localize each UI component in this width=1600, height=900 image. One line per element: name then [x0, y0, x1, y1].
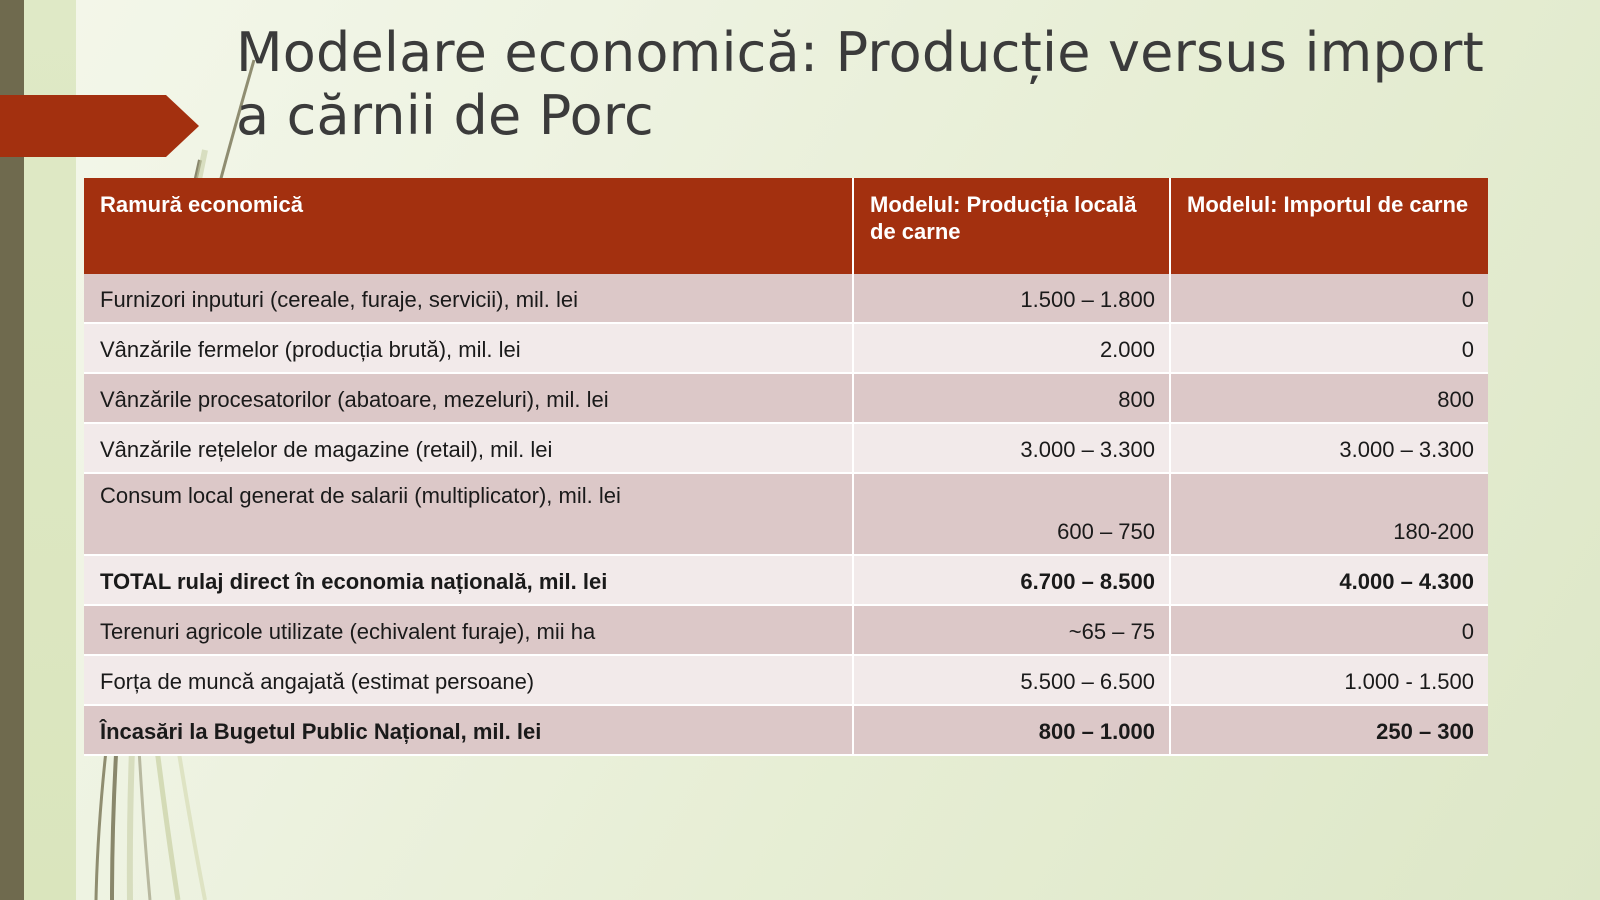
row-label: Vânzările procesatorilor (abatoare, meze… [84, 374, 854, 424]
row-value-import: 0 [1171, 274, 1488, 324]
row-value-local: 6.700 – 8.500 [854, 556, 1171, 606]
economic-model-table-wrapper: Ramură economică Modelul: Producția loca… [84, 178, 1488, 756]
row-value-local: 2.000 [854, 324, 1171, 374]
row-label: Consum local generat de salarii (multipl… [84, 474, 854, 556]
table-row: Vânzările rețelelor de magazine (retail)… [84, 424, 1488, 474]
table-header-row: Ramură economică Modelul: Producția loca… [84, 178, 1488, 274]
row-value-local: 800 [854, 374, 1171, 424]
row-label: TOTAL rulaj direct în economia națională… [84, 556, 854, 606]
row-label: Vânzările rețelelor de magazine (retail)… [84, 424, 854, 474]
row-value-local: 3.000 – 3.300 [854, 424, 1171, 474]
row-value-import: 180-200 [1171, 474, 1488, 556]
table-row: Terenuri agricole utilizate (echivalent … [84, 606, 1488, 656]
row-value-local: ~65 – 75 [854, 606, 1171, 656]
row-value-import: 4.000 – 4.300 [1171, 556, 1488, 606]
row-value-local: 5.500 – 6.500 [854, 656, 1171, 706]
table-row: Forța de muncă angajată (estimat persoan… [84, 656, 1488, 706]
row-label: Încasări la Bugetul Public Național, mil… [84, 706, 854, 756]
row-label: Furnizori inputuri (cereale, furaje, ser… [84, 274, 854, 324]
row-value-local: 800 – 1.000 [854, 706, 1171, 756]
row-value-import: 3.000 – 3.300 [1171, 424, 1488, 474]
page-title: Modelare economică: Producție versus imp… [236, 21, 1502, 147]
row-value-local: 1.500 – 1.800 [854, 274, 1171, 324]
row-value-import: 0 [1171, 606, 1488, 656]
column-header-local: Modelul: Producția locală de carne [854, 178, 1171, 274]
table-row: Încasări la Bugetul Public Național, mil… [84, 706, 1488, 756]
table-row: Vânzările fermelor (producția brută), mi… [84, 324, 1488, 374]
economic-model-table: Ramură economică Modelul: Producția loca… [84, 178, 1488, 756]
row-value-import: 800 [1171, 374, 1488, 424]
column-header-branch: Ramură economică [84, 178, 854, 274]
red-arrow-banner [0, 95, 199, 157]
row-value-import: 250 – 300 [1171, 706, 1488, 756]
table-row: Furnizori inputuri (cereale, furaje, ser… [84, 274, 1488, 324]
column-header-import: Modelul: Importul de carne [1171, 178, 1488, 274]
row-value-local: 600 – 750 [854, 474, 1171, 556]
row-label: Terenuri agricole utilizate (echivalent … [84, 606, 854, 656]
row-value-import: 0 [1171, 324, 1488, 374]
row-label: Forța de muncă angajată (estimat persoan… [84, 656, 854, 706]
table-row: TOTAL rulaj direct în economia națională… [84, 556, 1488, 606]
table-row: Consum local generat de salarii (multipl… [84, 474, 1488, 556]
table-row: Vânzările procesatorilor (abatoare, meze… [84, 374, 1488, 424]
row-value-import: 1.000 - 1.500 [1171, 656, 1488, 706]
row-label: Vânzările fermelor (producția brută), mi… [84, 324, 854, 374]
